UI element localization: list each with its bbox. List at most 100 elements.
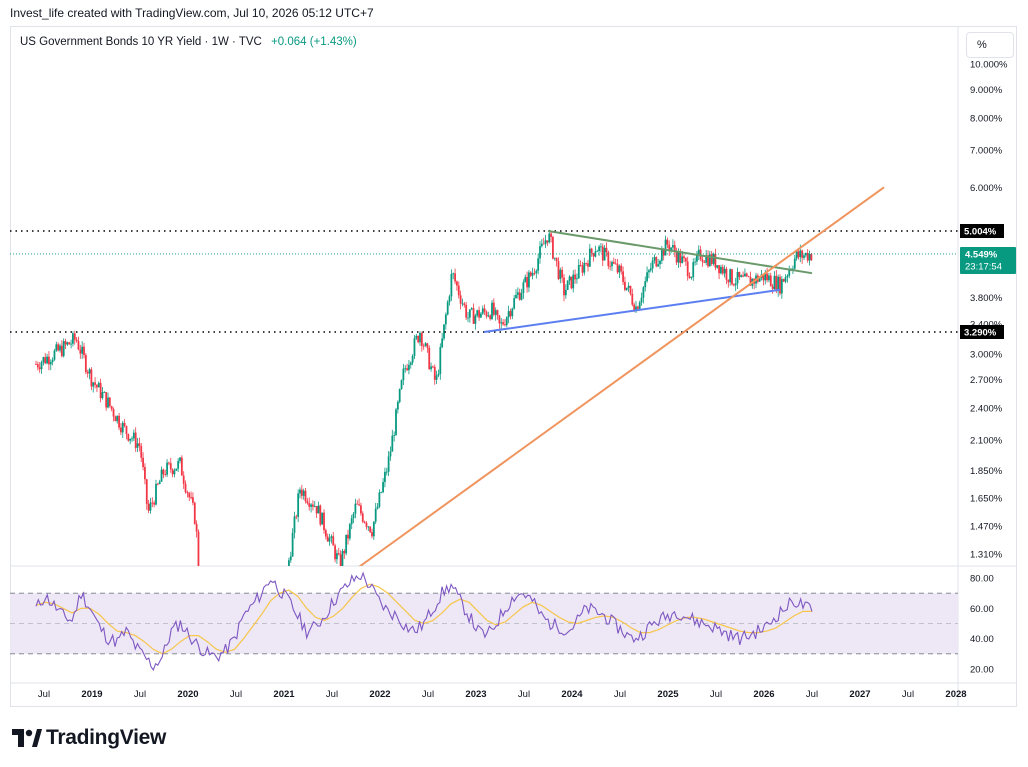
candle-body	[180, 457, 183, 476]
candle-body	[108, 397, 111, 407]
candle-body	[35, 364, 37, 365]
rsi-tick-label: 80.00	[970, 574, 994, 585]
candle-body	[492, 302, 495, 315]
candle-body	[365, 522, 368, 527]
candle-body	[195, 523, 198, 532]
candle-body	[236, 740, 238, 747]
level-badge	[960, 325, 1004, 339]
candle-body	[559, 269, 562, 279]
candle-body	[771, 286, 774, 289]
candle-body	[238, 747, 240, 752]
candle-body	[683, 256, 685, 259]
candle-body	[548, 233, 551, 243]
candle-body	[356, 503, 359, 505]
candle-body	[535, 270, 538, 274]
candle-body	[83, 346, 85, 356]
candle-body	[609, 266, 612, 267]
percent-scale-button[interactable]: %	[966, 32, 1014, 58]
price-tick-label: 1.470%	[970, 522, 1003, 533]
candle-body	[635, 306, 637, 312]
price-tick-label: 1.310%	[970, 549, 1003, 560]
candle-body	[328, 538, 331, 542]
candle-body	[723, 268, 726, 274]
time-tick-label: 2020	[177, 689, 198, 700]
countdown-label: 23:17:54	[965, 261, 1002, 272]
candle-body	[222, 698, 224, 709]
candle-body	[289, 556, 292, 561]
candle-body	[192, 497, 194, 503]
candle-body	[233, 717, 235, 722]
candle-body	[57, 344, 60, 351]
candle-body	[616, 263, 619, 273]
candle-body	[79, 349, 82, 354]
candle-body	[251, 726, 253, 738]
candle-body	[444, 314, 447, 325]
candle-body	[164, 474, 167, 475]
candle-body	[432, 366, 434, 368]
level-badge-label: 3.290%	[964, 328, 997, 339]
candle-body	[103, 392, 106, 393]
candle-body	[509, 311, 512, 317]
candle-body	[72, 333, 74, 344]
time-tick-label: 2025	[657, 689, 679, 700]
candle-body	[413, 338, 416, 357]
candle-body	[169, 463, 172, 470]
candle-body	[384, 471, 386, 482]
candle-body	[528, 272, 530, 288]
candle-body	[627, 285, 630, 288]
candle-body	[542, 243, 545, 245]
candle-body	[697, 249, 700, 255]
candle-body	[561, 269, 564, 278]
tradingview-logo[interactable]: TradingView	[12, 726, 166, 750]
candle-body	[332, 536, 335, 546]
candle-body	[402, 368, 405, 381]
candle-body	[382, 481, 384, 493]
candle-body	[472, 308, 475, 324]
candle-body	[51, 359, 54, 363]
candle-body	[326, 536, 329, 542]
candle-body	[118, 415, 120, 428]
candle-body	[132, 432, 135, 439]
candle-body	[505, 317, 508, 326]
price-tick-label: 10.000%	[970, 60, 1008, 71]
candle-body	[513, 298, 516, 309]
candle-body	[160, 469, 163, 482]
candle-body	[487, 315, 490, 317]
candle-body	[75, 339, 78, 342]
candle-body	[633, 304, 636, 312]
candle-body	[371, 532, 373, 537]
candle-body	[732, 284, 735, 286]
candle-body	[480, 313, 482, 318]
candle-body	[330, 536, 333, 539]
candle-body	[614, 263, 617, 265]
candle-body	[96, 384, 98, 388]
time-tick-label: 2022	[369, 689, 390, 700]
candle-body	[531, 272, 534, 276]
candle-body	[374, 508, 377, 522]
candle-body	[415, 335, 418, 339]
candle-body	[701, 259, 704, 262]
candle-body	[775, 275, 778, 292]
candle-body	[90, 369, 93, 387]
candle-body	[288, 560, 290, 566]
symbol-interval: 1W	[211, 36, 229, 48]
tradingview-logo-icon	[12, 729, 42, 747]
candle-body	[257, 720, 259, 724]
candle-body	[515, 294, 517, 299]
candle-body	[214, 703, 216, 711]
rsi-tick-label: 20.00	[970, 665, 994, 676]
candle-body	[592, 253, 595, 257]
candle-body	[714, 253, 717, 268]
candle-body	[644, 281, 647, 288]
candle-body	[716, 265, 719, 268]
candle-body	[36, 364, 39, 368]
candle-body	[44, 357, 47, 364]
candle-body	[378, 492, 381, 507]
candle-body	[768, 275, 770, 281]
candle-body	[742, 275, 744, 277]
candle-body	[677, 251, 680, 263]
candle-body	[358, 504, 360, 506]
candle-body	[638, 302, 641, 309]
candle-body	[712, 253, 715, 264]
